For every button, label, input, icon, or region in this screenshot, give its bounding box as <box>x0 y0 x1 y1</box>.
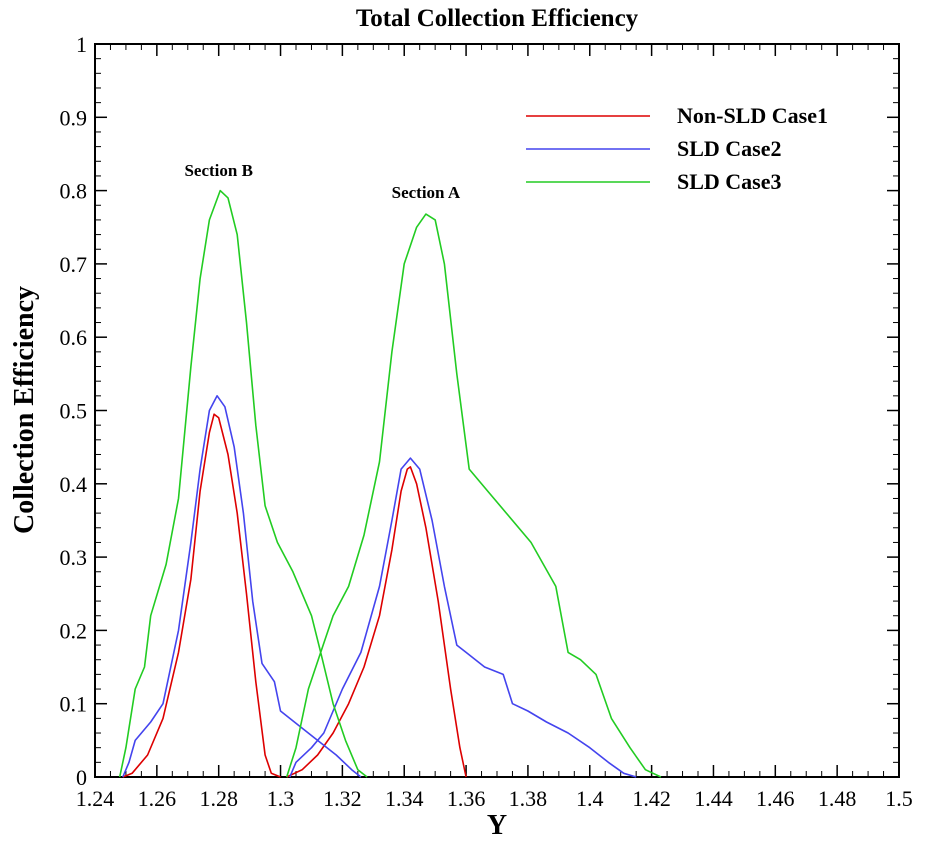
y-tick-label: 0.3 <box>60 545 88 570</box>
x-axis-label: Y <box>487 810 507 841</box>
data-curves <box>118 189 662 778</box>
axis-ticks: 1.24 1.26 1.28 1.3 1.32 1.34 1.36 1.38 1.4 1.42 1.… <box>60 32 913 811</box>
y-tick-label: 0.6 <box>60 325 88 350</box>
y-tick-label: 0.9 <box>60 105 88 130</box>
x-tick-label: 1.46 <box>756 786 795 811</box>
y-tick-label: 0.7 <box>60 252 88 277</box>
x-tick-label: 1.42 <box>632 786 671 811</box>
series-line-sld-case3 <box>118 189 368 778</box>
y-tick-label: 0.4 <box>60 472 88 497</box>
x-tick-label: 1.44 <box>694 786 733 811</box>
y-tick-label: 0.2 <box>60 618 88 643</box>
chart-title: Total Collection Efficiency <box>356 5 639 32</box>
y-tick-label: 0.5 <box>60 399 88 424</box>
annotation-label: Section A <box>392 183 461 202</box>
annotations: Section B Section A <box>184 161 460 202</box>
series-line-sld-case3 <box>285 213 662 778</box>
series-line-sld-case2 <box>122 394 362 778</box>
x-tick-label: 1.24 <box>76 786 115 811</box>
x-tick-label: 1.5 <box>885 786 913 811</box>
x-tick-label: 1.32 <box>323 786 362 811</box>
x-tick-label: 1.26 <box>138 786 177 811</box>
series-line-non-sld-case1 <box>286 466 467 778</box>
annotation-label: Section B <box>184 161 252 180</box>
x-tick-label: 1.3 <box>267 786 295 811</box>
y-tick-label: 0 <box>76 765 87 790</box>
y-tick-label: 1 <box>76 32 87 57</box>
x-tick-label: 1.38 <box>509 786 548 811</box>
legend-label: SLD Case2 <box>677 136 782 161</box>
x-tick-label: 1.36 <box>447 786 486 811</box>
legend-label: SLD Case3 <box>677 169 782 194</box>
y-axis-label: Collection Efficiency <box>9 286 40 534</box>
x-tick-label: 1.48 <box>818 786 857 811</box>
x-tick-label: 1.4 <box>576 786 604 811</box>
x-tick-label: 1.28 <box>199 786 238 811</box>
x-tick-label: 1.34 <box>385 786 424 811</box>
y-tick-label: 0.8 <box>60 179 88 204</box>
y-tick-label: 0.1 <box>60 692 88 717</box>
series-line-sld-case2 <box>289 457 637 778</box>
series-line-non-sld-case1 <box>122 413 281 778</box>
legend-label: Non-SLD Case1 <box>677 103 828 128</box>
legend: Non-SLD Case1 SLD Case2 SLD Case3 <box>526 103 828 194</box>
